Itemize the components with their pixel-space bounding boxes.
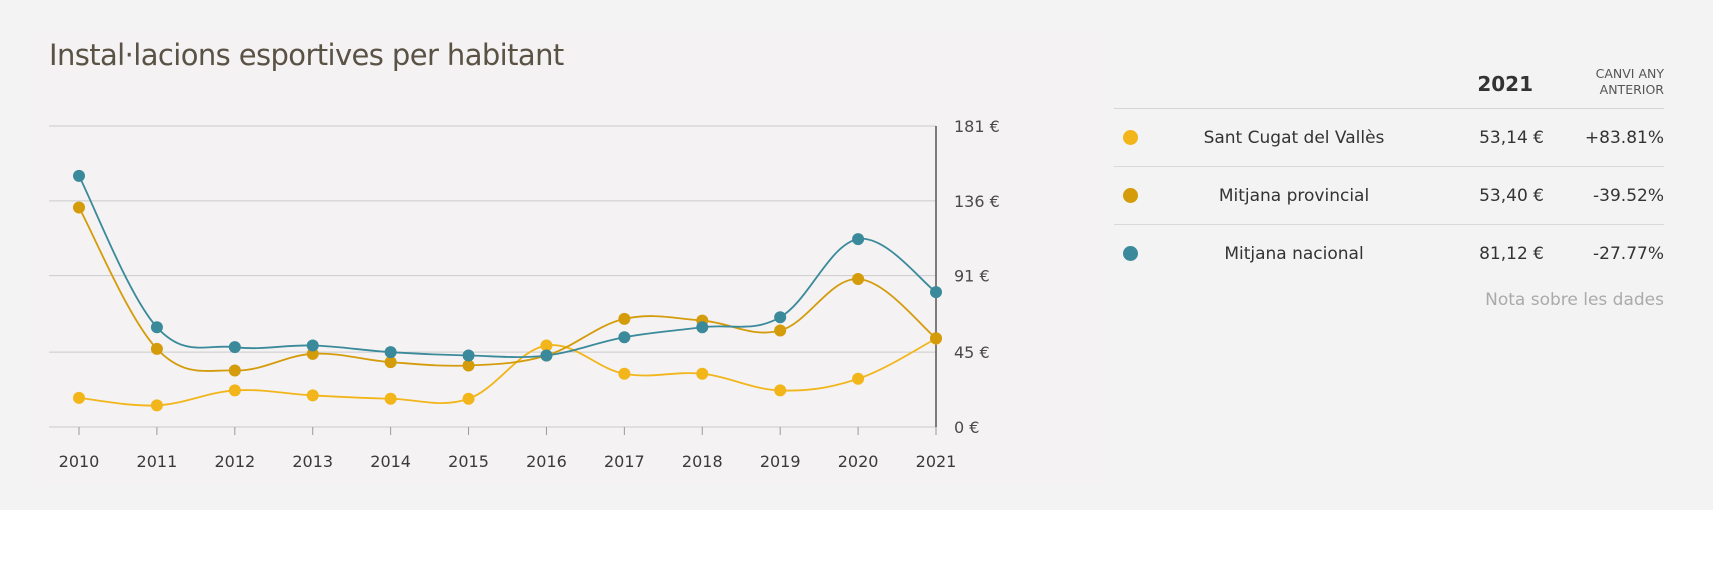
data-point-series-2 xyxy=(852,233,865,246)
y-tick-label: 136 € xyxy=(954,192,1000,211)
data-point-series-2 xyxy=(930,286,942,299)
y-tick-label: 0 € xyxy=(954,418,979,437)
x-tick-label: 2011 xyxy=(137,452,178,471)
legend-series-change: +83.81% xyxy=(1584,128,1664,148)
data-point-series-2 xyxy=(228,341,241,354)
data-point-series-1 xyxy=(930,332,942,345)
data-point-series-2 xyxy=(618,331,631,344)
data-point-series-1 xyxy=(150,342,163,355)
data-point-series-0 xyxy=(696,367,709,380)
legend-row-provincial[interactable]: Mitjana provincial 53,40 € -39.52% xyxy=(1114,167,1664,225)
data-point-series-1 xyxy=(228,364,241,377)
data-point-series-0 xyxy=(852,372,865,385)
data-point-series-0 xyxy=(73,391,85,404)
x-tick-label: 2017 xyxy=(604,452,645,471)
chart-panel: Instal·lacions esportives per habitant 1… xyxy=(0,0,1713,510)
x-tick-label: 2018 xyxy=(682,452,723,471)
legend-series-change: -27.77% xyxy=(1593,244,1664,264)
data-point-series-0 xyxy=(540,339,553,352)
legend-row-nacional[interactable]: Mitjana nacional 81,12 € -27.77% xyxy=(1114,225,1664,282)
legend-table: 2021 Canvi any anterior Sant Cugat del V… xyxy=(1114,60,1664,310)
x-tick-label: 2019 xyxy=(760,452,801,471)
x-tick-label: 2012 xyxy=(214,452,255,471)
data-point-series-0 xyxy=(306,389,319,402)
legend-series-name: Mitjana nacional xyxy=(1224,244,1364,264)
data-point-series-1 xyxy=(852,272,865,285)
x-tick-label: 2013 xyxy=(292,452,333,471)
data-point-series-2 xyxy=(150,321,163,334)
series-line-0 xyxy=(78,337,937,407)
data-point-series-2 xyxy=(462,349,475,362)
chart-title: Instal·lacions esportives per habitant xyxy=(49,38,564,72)
data-point-series-2 xyxy=(696,321,709,334)
legend-dot-icon xyxy=(1123,246,1138,261)
legend-series-value: 81,12 € xyxy=(1479,244,1544,264)
legend-series-name: Mitjana provincial xyxy=(1218,186,1370,206)
x-tick-label: 2010 xyxy=(59,452,100,471)
x-tick-label: 2020 xyxy=(838,452,879,471)
data-point-series-2 xyxy=(384,346,397,359)
legend-dot-icon xyxy=(1123,188,1138,203)
y-tick-label: 45 € xyxy=(954,343,990,362)
x-tick-label: 2016 xyxy=(526,452,567,471)
legend-year-header: 2021 xyxy=(1477,72,1533,96)
data-point-series-2 xyxy=(540,349,553,362)
data-point-series-2 xyxy=(73,169,85,182)
data-point-series-1 xyxy=(462,359,475,372)
data-point-series-2 xyxy=(774,311,787,324)
legend-series-value: 53,40 € xyxy=(1479,186,1544,206)
legend-series-name: Sant Cugat del Vallès xyxy=(1203,128,1385,148)
data-point-series-1 xyxy=(618,312,631,325)
legend-header: 2021 Canvi any anterior xyxy=(1114,60,1664,109)
data-point-series-1 xyxy=(384,356,397,369)
data-point-series-1 xyxy=(306,347,319,360)
data-point-series-0 xyxy=(462,392,475,405)
x-tick-label: 2014 xyxy=(370,452,411,471)
data-point-series-0 xyxy=(150,399,163,412)
data-point-series-0 xyxy=(228,384,241,397)
data-point-series-0 xyxy=(618,367,631,380)
legend-row-sant-cugat[interactable]: Sant Cugat del Vallès 53,14 € +83.81% xyxy=(1114,109,1664,167)
y-tick-label: 91 € xyxy=(954,267,990,286)
data-point-series-2 xyxy=(306,339,319,352)
x-tick-label: 2021 xyxy=(916,452,957,471)
x-tick-label: 2015 xyxy=(448,452,489,471)
series-line-2 xyxy=(78,175,937,358)
chart-area-background xyxy=(36,34,1106,484)
series-line-1 xyxy=(78,207,937,372)
data-note-link[interactable]: Nota sobre les dades xyxy=(1485,290,1664,310)
legend-series-change: -39.52% xyxy=(1593,186,1664,206)
legend-change-header: Canvi any anterior xyxy=(1595,66,1664,97)
data-point-series-1 xyxy=(73,201,85,214)
data-point-series-0 xyxy=(384,392,397,405)
y-tick-label: 181 € xyxy=(954,117,1000,136)
legend-series-value: 53,14 € xyxy=(1479,128,1544,148)
data-point-series-0 xyxy=(774,384,787,397)
data-point-series-1 xyxy=(774,324,787,337)
legend-dot-icon xyxy=(1123,130,1138,145)
line-chart: 181 € 136 € 91 € 45 € 0 € 2010 2011 2012 2013 201… xyxy=(49,117,1000,471)
